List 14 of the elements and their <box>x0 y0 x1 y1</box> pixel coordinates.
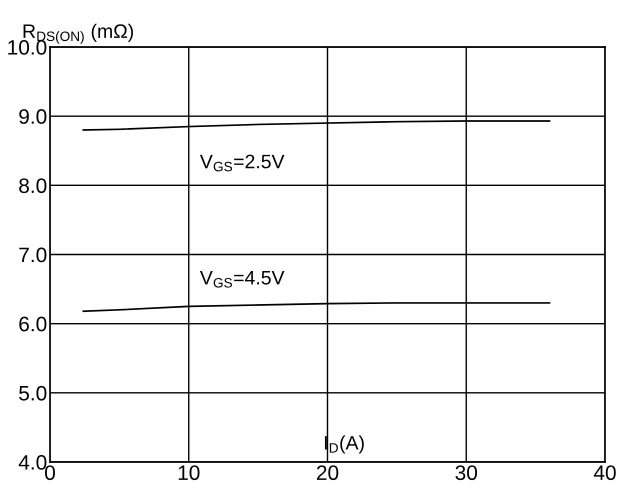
y-tick-label: 7.0 <box>19 248 46 262</box>
y-tick-label: 8.0 <box>19 178 46 194</box>
annotation: V$_{GS}$=4.5V <box>200 271 284 288</box>
y-tick-label: 6.0 <box>19 316 46 332</box>
y-tick-label: 4.0 <box>18 455 46 470</box>
y-tick-label: 5.0 <box>19 386 46 401</box>
x-tick-label: 20 <box>316 465 338 480</box>
x-axis-title: I$_{D}$(A) <box>324 435 364 454</box>
x-tick-label: 10 <box>178 465 200 480</box>
x-tick-label: 30 <box>455 465 478 480</box>
y-tick-label: 9.0 <box>19 109 46 124</box>
x-tick-label: 40 <box>594 465 616 480</box>
x-tick-label: 0 <box>45 465 55 480</box>
annotation: V$_{GS}$=2.5V <box>200 154 284 172</box>
